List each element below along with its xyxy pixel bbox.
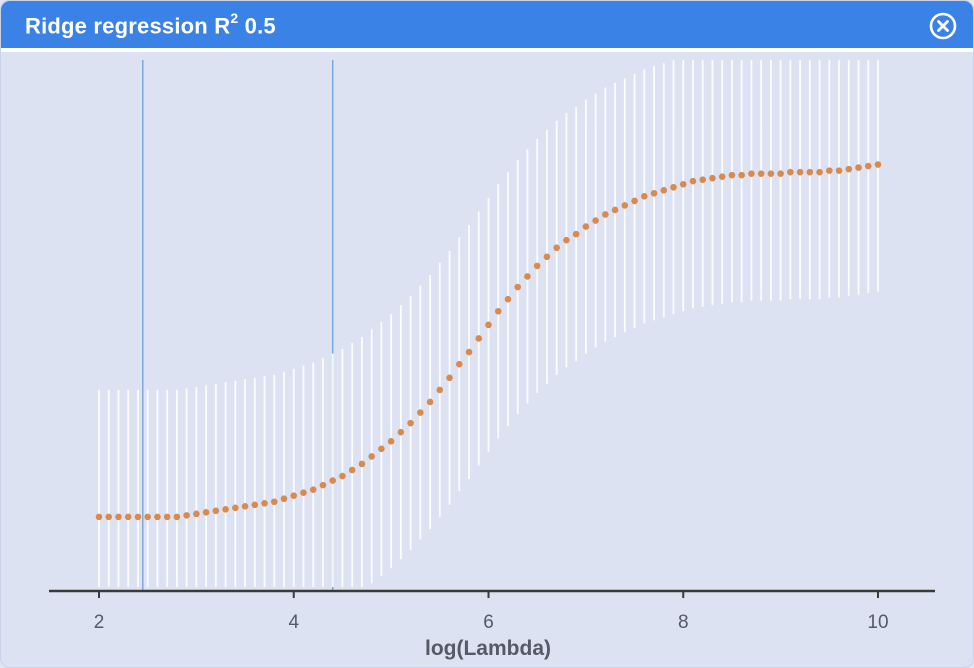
data-point xyxy=(874,161,882,168)
data-point xyxy=(582,223,590,230)
data-point xyxy=(358,460,366,468)
data-point xyxy=(105,513,113,521)
data-point xyxy=(796,168,804,176)
data-point xyxy=(417,409,424,416)
data-point xyxy=(290,492,298,500)
data-point xyxy=(270,498,278,506)
x-axis-label: log(Lambda) xyxy=(425,637,551,660)
data-points xyxy=(95,161,882,521)
data-point xyxy=(378,445,385,453)
data-point xyxy=(748,170,755,177)
data-point xyxy=(95,513,103,521)
data-point xyxy=(348,466,356,474)
data-point xyxy=(757,170,765,177)
data-point xyxy=(475,335,483,342)
data-point xyxy=(631,197,638,205)
data-point xyxy=(368,453,375,460)
data-point xyxy=(300,489,307,496)
data-point xyxy=(387,437,395,445)
data-point xyxy=(339,472,346,480)
data-point xyxy=(835,167,843,174)
data-point xyxy=(212,507,220,515)
data-point xyxy=(280,495,288,503)
title-superscript: 2 xyxy=(230,10,239,26)
data-point xyxy=(699,176,707,184)
data-point xyxy=(767,170,775,177)
data-point xyxy=(806,168,814,176)
data-point xyxy=(426,398,434,406)
data-point xyxy=(524,273,531,280)
data-point xyxy=(533,262,541,270)
x-tick-label: 2 xyxy=(94,612,105,633)
data-point xyxy=(154,513,161,521)
data-point xyxy=(855,164,862,171)
title-value: 0.5 xyxy=(238,13,276,39)
data-point xyxy=(504,295,512,303)
data-point xyxy=(787,168,794,176)
data-point xyxy=(611,206,619,214)
data-point xyxy=(864,162,872,170)
data-point xyxy=(514,283,522,291)
data-point xyxy=(816,168,823,176)
title-text: Ridge regression R xyxy=(25,13,231,39)
data-point xyxy=(718,173,726,180)
data-point xyxy=(572,230,580,238)
data-point xyxy=(232,504,239,512)
data-point xyxy=(543,253,551,261)
data-point xyxy=(407,419,414,427)
data-point xyxy=(163,513,171,521)
close-circle-icon xyxy=(929,12,957,40)
chart-svg: 2 4 6 8 10 log(Lambda) xyxy=(49,60,935,660)
data-point xyxy=(455,360,463,368)
data-point xyxy=(553,244,560,252)
data-point xyxy=(319,481,327,489)
close-button[interactable] xyxy=(929,12,957,40)
data-point xyxy=(222,506,229,513)
data-point xyxy=(134,513,142,521)
data-point xyxy=(465,348,473,356)
data-point xyxy=(709,174,716,182)
title-bar: Ridge regression R2 0.5 xyxy=(1,1,973,52)
window-title: Ridge regression R2 0.5 xyxy=(25,10,276,39)
x-tick-label: 6 xyxy=(483,612,494,633)
data-point xyxy=(494,307,502,315)
data-point xyxy=(241,502,249,510)
data-point xyxy=(436,386,444,394)
plot-area: 2 4 6 8 10 log(Lambda) xyxy=(1,52,973,667)
data-point xyxy=(621,202,629,209)
x-tick-label: 4 xyxy=(288,612,299,633)
x-axis-ticks: 2 4 6 8 10 xyxy=(94,591,889,633)
data-point xyxy=(689,177,697,185)
data-point xyxy=(397,428,405,436)
data-point xyxy=(826,167,833,174)
data-point xyxy=(641,193,648,200)
data-point xyxy=(202,509,210,516)
data-point xyxy=(660,186,668,194)
data-point xyxy=(738,171,745,179)
data-point xyxy=(485,321,492,329)
data-point xyxy=(602,211,609,218)
data-point xyxy=(183,512,190,519)
x-tick-label: 10 xyxy=(867,612,888,633)
data-point xyxy=(563,236,570,244)
data-point xyxy=(670,183,677,191)
data-point xyxy=(446,374,453,382)
data-point xyxy=(728,171,736,179)
data-point xyxy=(193,510,200,518)
data-point xyxy=(679,180,687,188)
data-point xyxy=(144,513,151,521)
data-point xyxy=(845,165,853,173)
data-point xyxy=(261,499,268,507)
data-point xyxy=(592,217,599,224)
data-point xyxy=(173,513,181,521)
data-point xyxy=(650,190,658,197)
data-point xyxy=(777,170,784,177)
data-point xyxy=(329,477,337,484)
data-point xyxy=(124,513,132,521)
data-point xyxy=(251,501,259,509)
data-point xyxy=(115,513,122,521)
data-point xyxy=(309,486,317,493)
x-tick-label: 8 xyxy=(678,612,689,633)
